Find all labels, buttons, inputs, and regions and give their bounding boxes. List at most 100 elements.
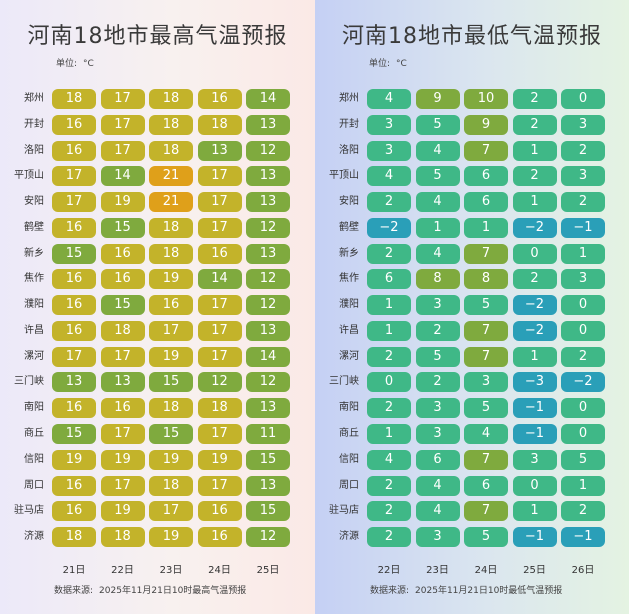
temp-cell: 0	[561, 424, 605, 444]
temp-cell: 18	[100, 320, 145, 341]
temp-cell: 16	[100, 269, 145, 290]
min-source-note: 数据来源: 2025年11月21日10时最低气温预报	[370, 583, 568, 596]
temp-cell: 17	[100, 475, 145, 496]
day-label: 23日	[426, 564, 449, 576]
temp-cell: 19	[100, 449, 145, 470]
temp-cell: 4	[415, 243, 460, 264]
day-label: 22日	[377, 564, 401, 576]
temp-cell: 7	[464, 346, 508, 367]
city-label: 新乡	[24, 247, 44, 259]
temp-cell: 1	[415, 217, 460, 238]
temp-cell: 17	[197, 475, 242, 496]
temp-cell: 1	[561, 243, 605, 264]
temp-cell: 15	[246, 449, 290, 470]
temp-cell: 16	[52, 114, 96, 135]
city-label: 驻马店	[14, 505, 44, 517]
temp-cell: 17	[197, 166, 242, 187]
temp-cell: 0	[561, 295, 605, 316]
temp-cell: −2	[512, 320, 557, 341]
day-label: 26日	[571, 564, 595, 576]
temp-cell: 5	[415, 346, 460, 367]
temp-cell: 19	[100, 501, 145, 522]
temp-cell: 17	[100, 114, 145, 135]
temp-cell: 1	[367, 320, 411, 341]
temp-cell: 19	[100, 192, 145, 213]
temp-cell: 16	[149, 295, 193, 316]
temp-cell: 4	[367, 89, 411, 109]
temp-cell: 13	[246, 114, 290, 135]
temp-cell: 2	[367, 398, 411, 419]
max-source-note: 数据来源: 2025年11月21日10时最高气温预报	[54, 583, 252, 596]
temp-cell: 1	[464, 217, 508, 238]
city-label: 三门峡	[14, 376, 44, 388]
temp-cell: 19	[149, 449, 193, 470]
temp-cell: 16	[197, 89, 242, 109]
temp-cell: 3	[367, 140, 411, 161]
temp-cell: 17	[197, 192, 242, 213]
temp-cell: 3	[561, 114, 605, 135]
temp-cell: 14	[197, 269, 242, 290]
temp-cell: 3	[415, 295, 460, 316]
temp-cell: 6	[367, 269, 411, 290]
temp-cell: 12	[246, 295, 290, 316]
day-label: 22日	[111, 564, 134, 576]
temp-cell: 5	[561, 449, 605, 470]
temp-cell: 19	[149, 346, 193, 367]
temp-cell: 17	[197, 346, 242, 367]
temp-cell: 15	[149, 372, 193, 393]
temp-cell: 2	[367, 475, 411, 496]
temp-cell: −2	[561, 372, 605, 393]
temp-cell: 13	[246, 192, 290, 213]
temp-cell: 0	[561, 398, 605, 419]
temp-cell: 2	[512, 89, 557, 109]
temp-cell: 18	[149, 475, 193, 496]
city-label: 南阳	[24, 402, 44, 414]
max-unit-label: 单位: °C	[56, 56, 100, 69]
city-label: 焦作	[24, 273, 44, 285]
city-label: 周口	[339, 479, 359, 491]
min-source-label: 数据来源:	[370, 586, 410, 596]
city-label: 郑州	[339, 93, 359, 104]
temp-cell: 11	[246, 424, 290, 444]
temp-cell: 4	[415, 140, 460, 161]
city-label: 濮阳	[24, 299, 44, 311]
temp-cell: 18	[149, 398, 193, 419]
temp-cell: 19	[52, 449, 96, 470]
temp-cell: 16	[52, 475, 96, 496]
min-temp-panel: 河南18地市最低气温预报 单位: °C 郑州 4 9 10 2 0 开封 3 5 9 2 3 洛阳 3 4 7 1…	[315, 0, 629, 614]
max-panel-title: 河南18地市最高气温预报	[27, 24, 288, 49]
temp-cell: 4	[415, 192, 460, 213]
max-unit-value: °C	[83, 59, 94, 69]
temp-cell: 17	[52, 192, 96, 213]
temp-cell: 17	[197, 217, 242, 238]
temp-cell: 2	[415, 320, 460, 341]
city-label: 郑州	[24, 93, 44, 104]
temp-cell: 17	[149, 320, 193, 341]
city-label: 洛阳	[24, 144, 44, 156]
temp-cell: 2	[512, 269, 557, 290]
temp-cell: 15	[100, 217, 145, 238]
temp-cell: 12	[246, 527, 290, 548]
temp-cell: 13	[100, 372, 145, 393]
temp-cell: 15	[52, 424, 96, 444]
temp-cell: 4	[415, 501, 460, 522]
temp-cell: 8	[464, 269, 508, 290]
city-label: 濮阳	[339, 299, 359, 311]
temp-cell: 16	[197, 501, 242, 522]
city-label: 南阳	[339, 402, 359, 414]
temp-cell: 17	[100, 89, 145, 109]
temp-cell: −3	[512, 372, 557, 393]
temp-cell: 19	[197, 449, 242, 470]
city-label: 安阳	[339, 196, 359, 208]
temp-cell: 14	[246, 89, 290, 109]
temp-cell: −2	[512, 217, 557, 238]
city-label: 漯河	[339, 350, 359, 362]
temp-cell: 13	[52, 372, 96, 393]
day-label: 24日	[474, 564, 498, 576]
temp-cell: 5	[464, 527, 508, 548]
temp-cell: 3	[367, 114, 411, 135]
city-label: 新乡	[339, 247, 359, 259]
temp-cell: 14	[246, 346, 290, 367]
temp-cell: −1	[512, 527, 557, 548]
temp-cell: 19	[149, 269, 193, 290]
